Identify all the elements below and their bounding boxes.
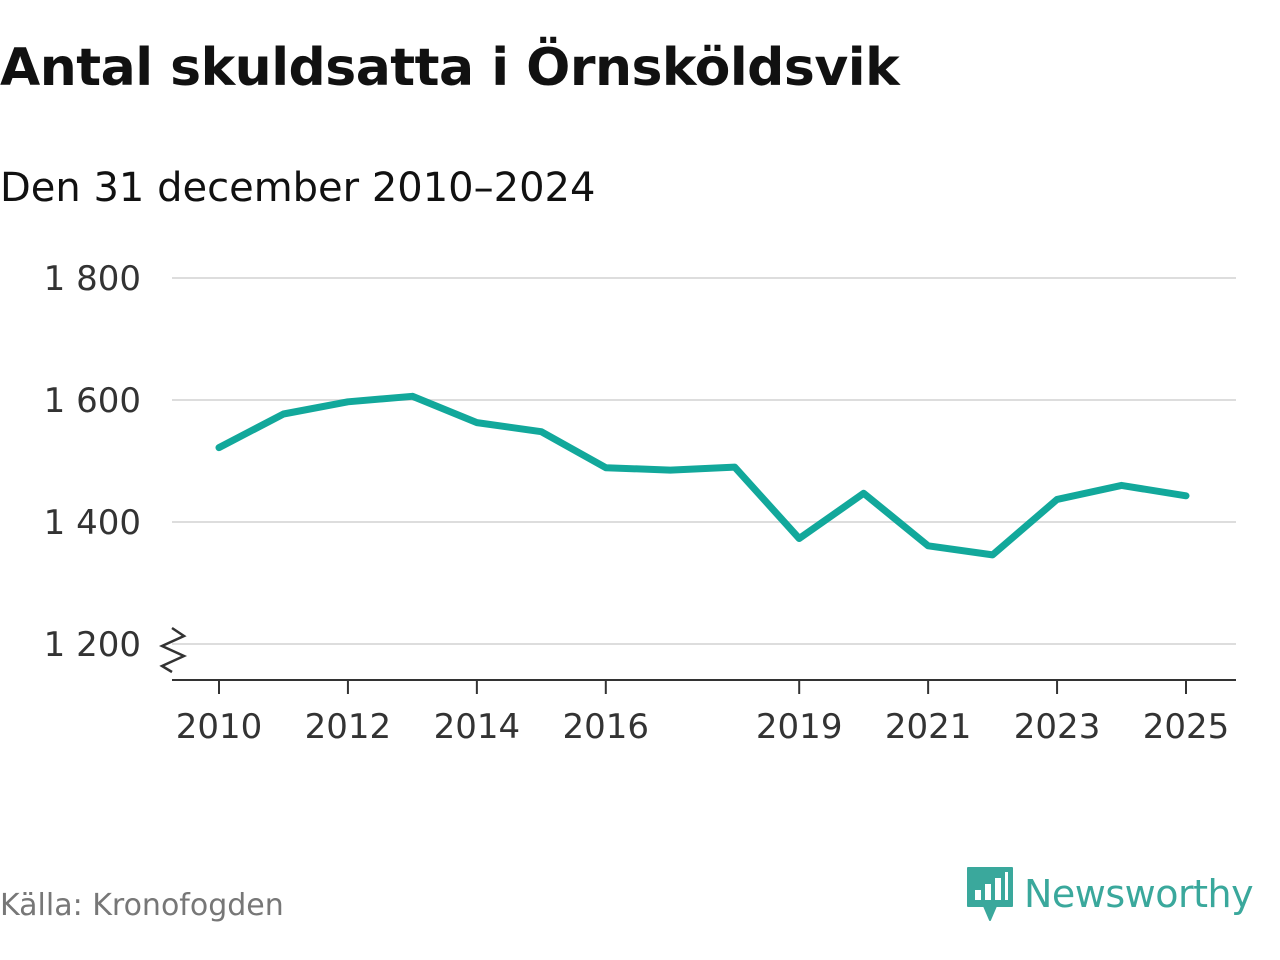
brand-name: Newsworthy [1024,872,1254,916]
y-tick-label: 1 600 [44,381,141,421]
chart-subtitle: Den 31 december 2010–2024 [0,165,596,211]
y-tick-label: 1 800 [44,259,141,299]
x-tick-label: 2021 [885,707,972,747]
x-tick-labels: 2010 2012 2014 2016 2019 2021 2023 2025 [176,707,1230,747]
series-line [215,392,1190,559]
gridlines [172,277,1236,645]
series-layer [215,392,1190,559]
chart-title: Antal skuldsatta i Örnsköldsvik [0,38,900,98]
x-axis [158,626,1236,694]
x-tick-label: 2019 [756,707,843,747]
y-tick-labels: 1 200 1 400 1 600 1 800 [44,259,141,665]
source-note: Källa: Kronofogden [0,888,284,923]
y-tick-label: 1 400 [44,503,141,543]
y-axis-break-icon [158,626,188,674]
x-tick-label: 2014 [434,707,521,747]
x-tick-label: 2023 [1014,707,1101,747]
x-tick-label: 2016 [563,707,650,747]
y-tick-label: 1 200 [44,625,141,665]
x-tick-label: 2025 [1143,707,1230,747]
x-tick-label: 2010 [176,707,263,747]
newsworthy-logo-icon [967,867,1013,921]
x-tick-label: 2012 [305,707,392,747]
brand-logo: Newsworthy [964,864,1254,924]
